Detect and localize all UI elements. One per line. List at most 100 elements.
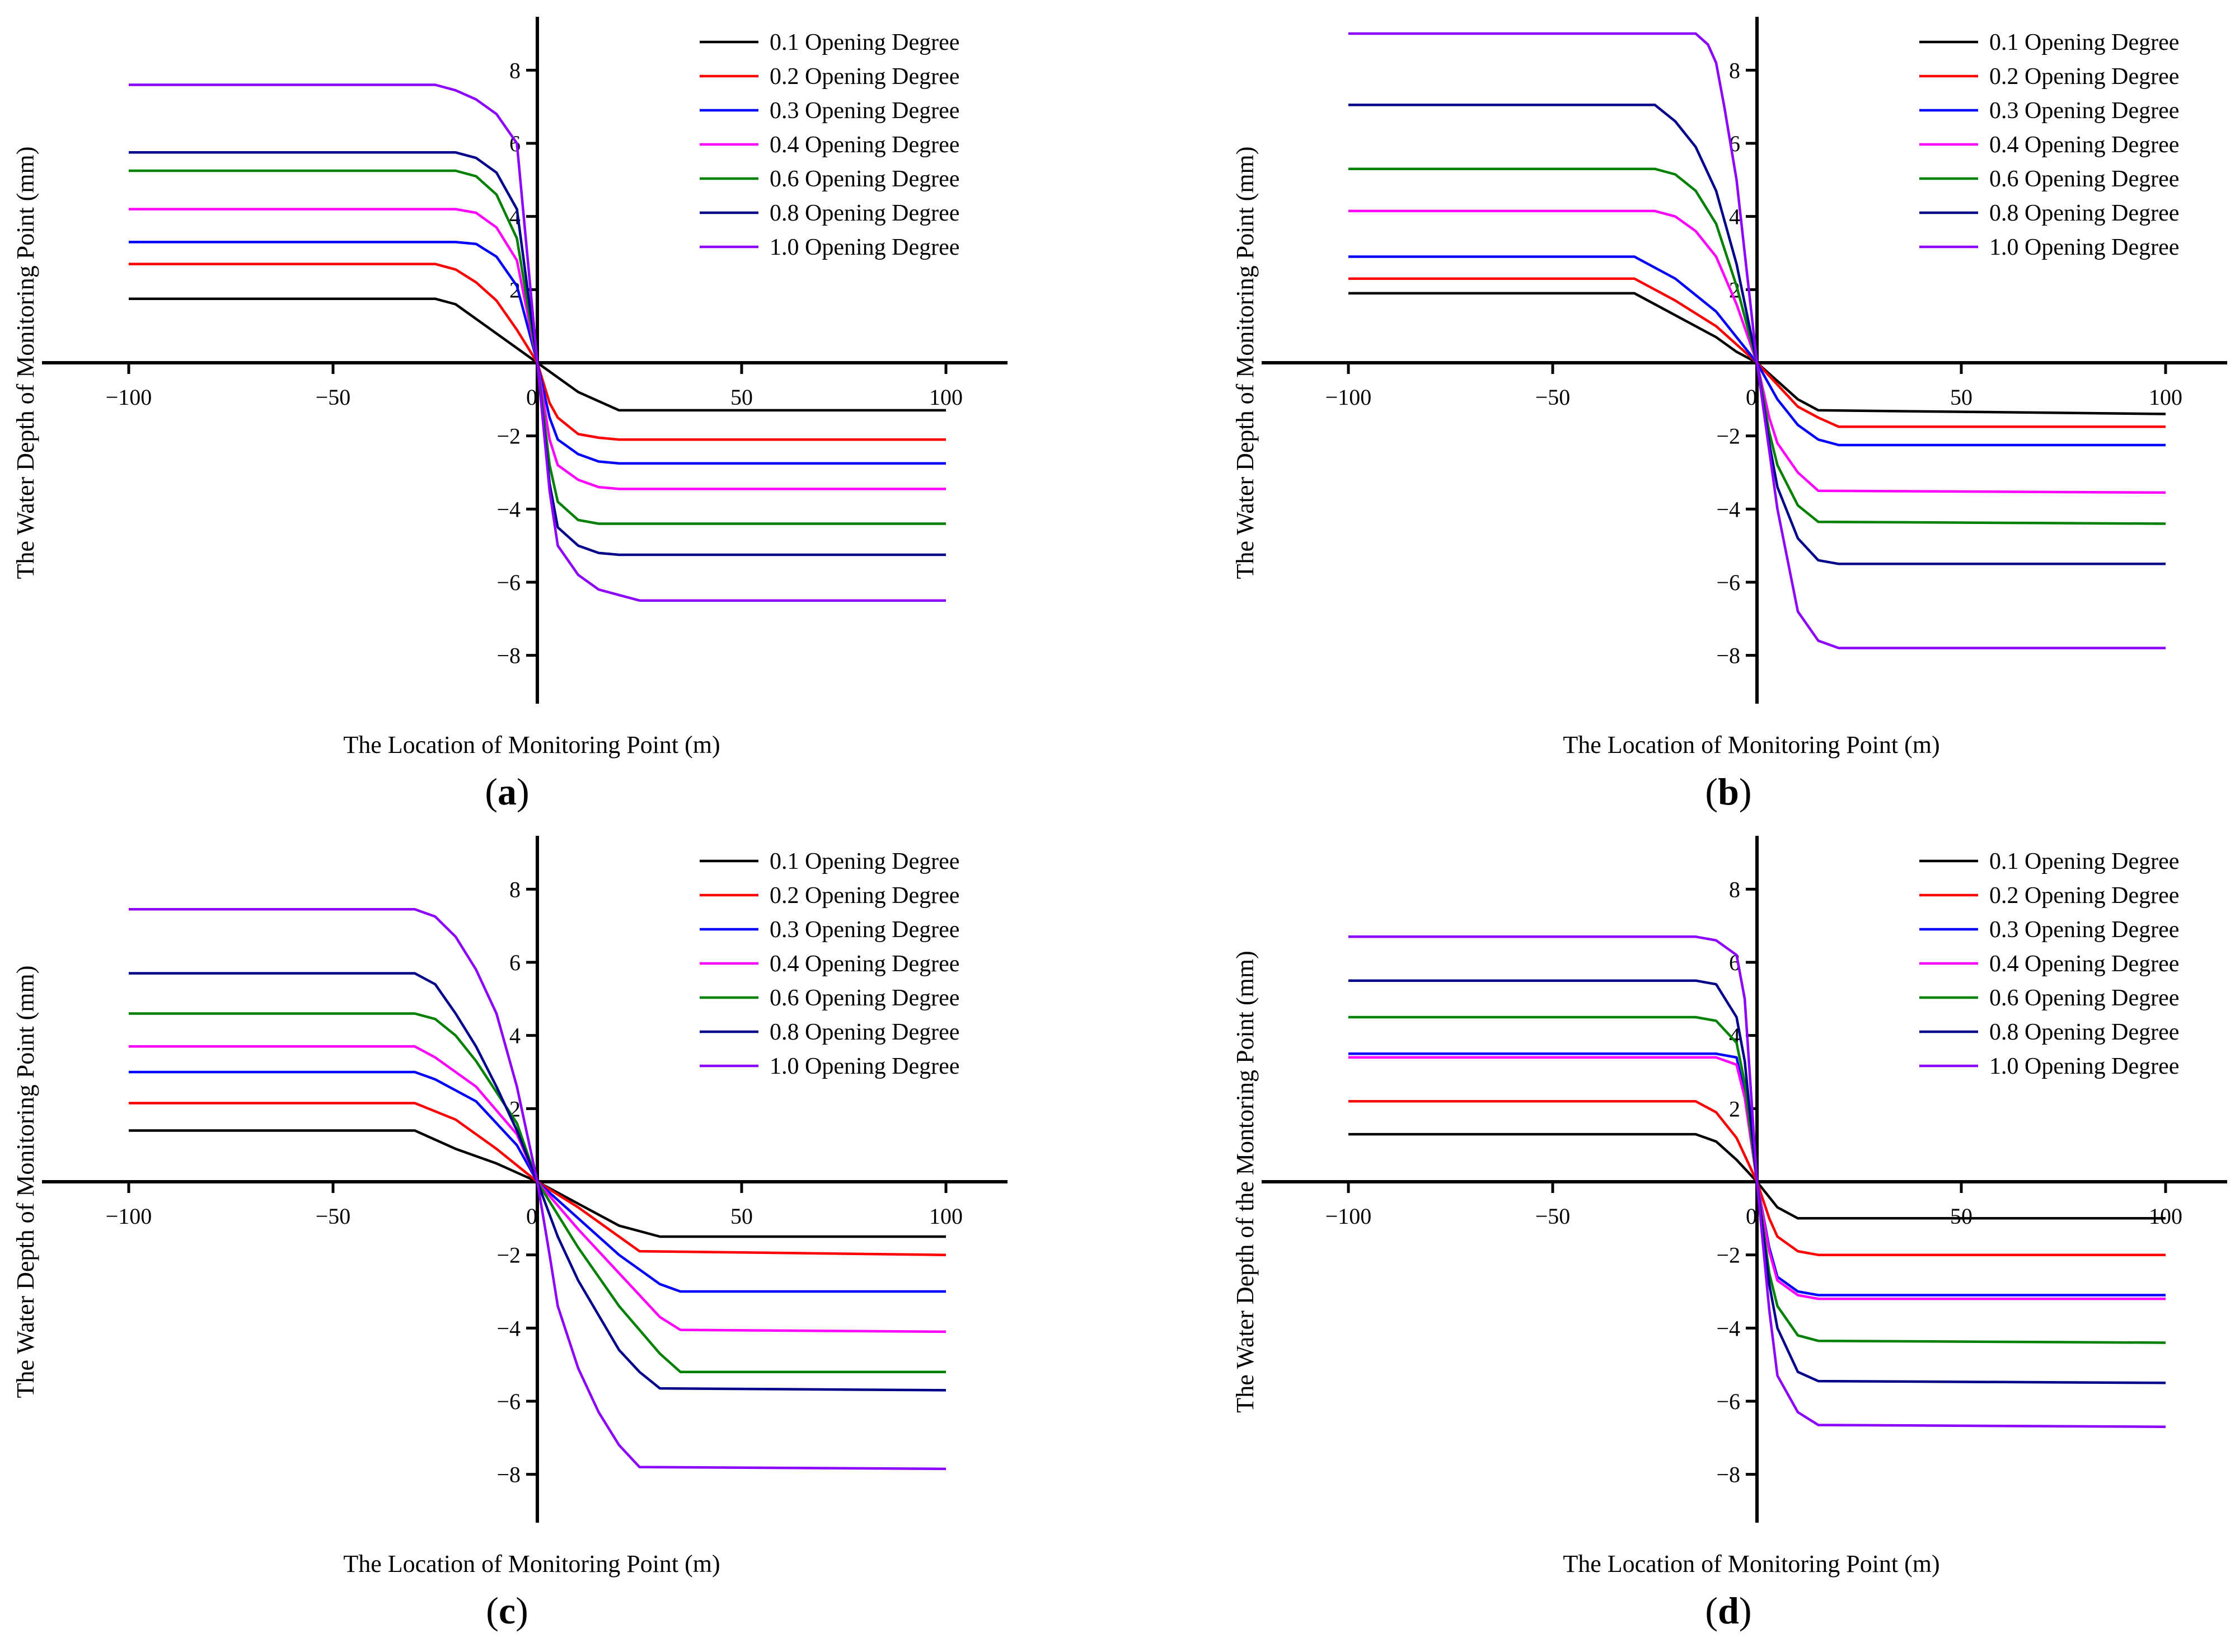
legend-label-4: 0.4 Opening Degree <box>1989 951 2179 977</box>
series-line-1 <box>1348 1132 2166 1220</box>
y-tick-label: −4 <box>1716 497 1740 522</box>
series-line-5 <box>129 1012 946 1373</box>
series-line-4 <box>1348 1056 2166 1300</box>
y-tick-label: −8 <box>1716 1462 1740 1487</box>
legend-label-1: 0.1 Opening Degree <box>770 30 959 55</box>
y-tick-label: 8 <box>1729 877 1740 902</box>
legend-label-2: 0.2 Opening Degree <box>770 64 959 90</box>
y-tick-label: −2 <box>1716 1243 1740 1268</box>
legend-label-1: 0.1 Opening Degree <box>1989 849 2179 874</box>
x-tick-label: −100 <box>1325 385 1372 410</box>
panel-caption-d: (d) <box>1705 1589 1752 1632</box>
y-tick-label: 4 <box>509 1023 521 1049</box>
x-axis-title: The Location of Monitoring Point (m) <box>343 1550 720 1578</box>
series-line-6 <box>129 972 947 1392</box>
legend-label-4: 0.4 Opening Degree <box>1989 132 2179 158</box>
y-tick-label: 8 <box>509 877 521 902</box>
y-axis-title: The Water Depth of the Montoring Point (… <box>1231 951 1259 1412</box>
y-tick-label: −8 <box>1716 643 1740 668</box>
legend-label-2: 0.2 Opening Degree <box>1989 883 2179 909</box>
y-tick-label: −6 <box>496 570 521 595</box>
x-tick-label: 100 <box>929 1204 963 1229</box>
x-tick-label: 100 <box>929 385 963 410</box>
y-tick-label: 2 <box>1729 1096 1740 1121</box>
y-tick-label: −4 <box>1716 1316 1740 1341</box>
legend-label-6: 0.8 Opening Degree <box>1989 1019 2179 1045</box>
x-axis-title: The Location of Monitoring Point (m) <box>343 731 720 759</box>
x-tick-label: 50 <box>730 385 753 410</box>
legend-label-6: 0.8 Opening Degree <box>770 200 959 226</box>
legend-label-7: 1.0 Opening Degree <box>1989 235 2179 260</box>
legend-label-5: 0.6 Opening Degree <box>770 166 959 192</box>
series-line-7 <box>129 83 946 602</box>
y-tick-label: 8 <box>1729 58 1740 83</box>
y-tick-label: 8 <box>509 58 521 83</box>
x-tick-label: 100 <box>2149 1204 2182 1229</box>
y-tick-label: −8 <box>496 1462 521 1487</box>
series-line-5 <box>1348 167 2166 525</box>
legend-label-2: 0.2 Opening Degree <box>770 883 959 909</box>
y-tick-label: 2 <box>509 277 521 302</box>
y-axis-title: The Water Depth of Monitoring Point (mm) <box>1231 147 1259 579</box>
x-tick-label: 50 <box>1950 1204 1972 1229</box>
legend-label-6: 0.8 Opening Degree <box>770 1019 959 1045</box>
legend-label-3: 0.3 Opening Degree <box>1989 98 2179 124</box>
series-line-7 <box>1348 935 2166 1428</box>
x-tick-label: −50 <box>1535 385 1571 410</box>
x-tick-label: −100 <box>106 1204 152 1229</box>
legend-label-3: 0.3 Opening Degree <box>1989 917 2179 943</box>
legend-label-5: 0.6 Opening Degree <box>770 985 959 1011</box>
legend-label-1: 0.1 Opening Degree <box>770 849 959 874</box>
y-tick-label: −2 <box>496 424 521 449</box>
series-line-2 <box>1348 1100 2166 1256</box>
legend-label-3: 0.3 Opening Degree <box>770 98 959 124</box>
chart-panel-b: −100 −50 50 100 −8 −6 −4 −2 2 4 6 8 0 0.1 Opening Deg… <box>1220 0 2233 813</box>
legend-label-5: 0.6 Opening Degree <box>1989 985 2179 1011</box>
chart-panel-c: −100 −50 50 100 −8 −6 −4 −2 2 4 6 8 0 0.1 Opening Deg… <box>0 819 1013 1632</box>
y-tick-label: 4 <box>1729 204 1740 230</box>
series-line-7 <box>1348 32 2166 649</box>
panel-caption-b: (b) <box>1705 770 1752 813</box>
y-tick-label: −4 <box>496 1316 521 1341</box>
legend-label-4: 0.4 Opening Degree <box>770 951 959 977</box>
chart-panel-a: −100 −50 50 100 −8 −6 −4 −2 2 4 6 8 0 0.1 Opening Deg… <box>0 0 1013 813</box>
x-tick-label: 50 <box>1950 385 1972 410</box>
series-line-7 <box>129 908 947 1471</box>
y-tick-label: −6 <box>1716 1389 1740 1414</box>
legend-label-3: 0.3 Opening Degree <box>770 917 959 943</box>
x-axis-title: The Location of Monitoring Point (m) <box>1563 1550 1939 1578</box>
series-line-4 <box>1348 209 2166 494</box>
legend-label-2: 0.2 Opening Degree <box>1989 64 2179 90</box>
legend-label-1: 0.1 Opening Degree <box>1989 30 2179 55</box>
y-axis-title: The Water Depth of Monitoring Point (mm) <box>12 147 39 579</box>
panel-caption-c: (c) <box>486 1589 528 1632</box>
x-tick-label: −100 <box>106 385 152 410</box>
y-tick-label: −8 <box>496 643 521 668</box>
y-tick-label: −6 <box>1716 570 1740 595</box>
y-tick-label: −4 <box>496 497 521 522</box>
x-tick-label: −50 <box>316 1204 351 1229</box>
chart-panel-d: −100 −50 50 100 −8 −6 −4 −2 2 4 6 8 0 0.1 Opening Deg… <box>1220 819 2233 1632</box>
series-line-1 <box>1348 292 2166 415</box>
y-axis-title: The Water Depth of Monitoring Point (mm) <box>12 966 39 1398</box>
series-line-3 <box>129 241 946 465</box>
x-axis-title: The Location of Monitoring Point (m) <box>1563 731 1939 759</box>
legend-label-7: 1.0 Opening Degree <box>1989 1054 2179 1079</box>
x-tick-label: −50 <box>1535 1204 1571 1229</box>
x-tick-label: 100 <box>2149 385 2182 410</box>
legend-label-4: 0.4 Opening Degree <box>770 132 959 158</box>
series-line-4 <box>129 208 946 490</box>
y-tick-label: −2 <box>496 1243 521 1268</box>
panel-caption-a: (a) <box>485 770 530 813</box>
x-tick-label: 50 <box>730 1204 753 1229</box>
y-tick-label: −6 <box>496 1389 521 1414</box>
x-tick-label: −50 <box>316 385 351 410</box>
origin-label: 0 <box>1746 1204 1757 1229</box>
origin-label: 0 <box>1746 385 1757 410</box>
y-tick-label: −2 <box>1716 424 1740 449</box>
origin-label: 0 <box>526 385 537 410</box>
